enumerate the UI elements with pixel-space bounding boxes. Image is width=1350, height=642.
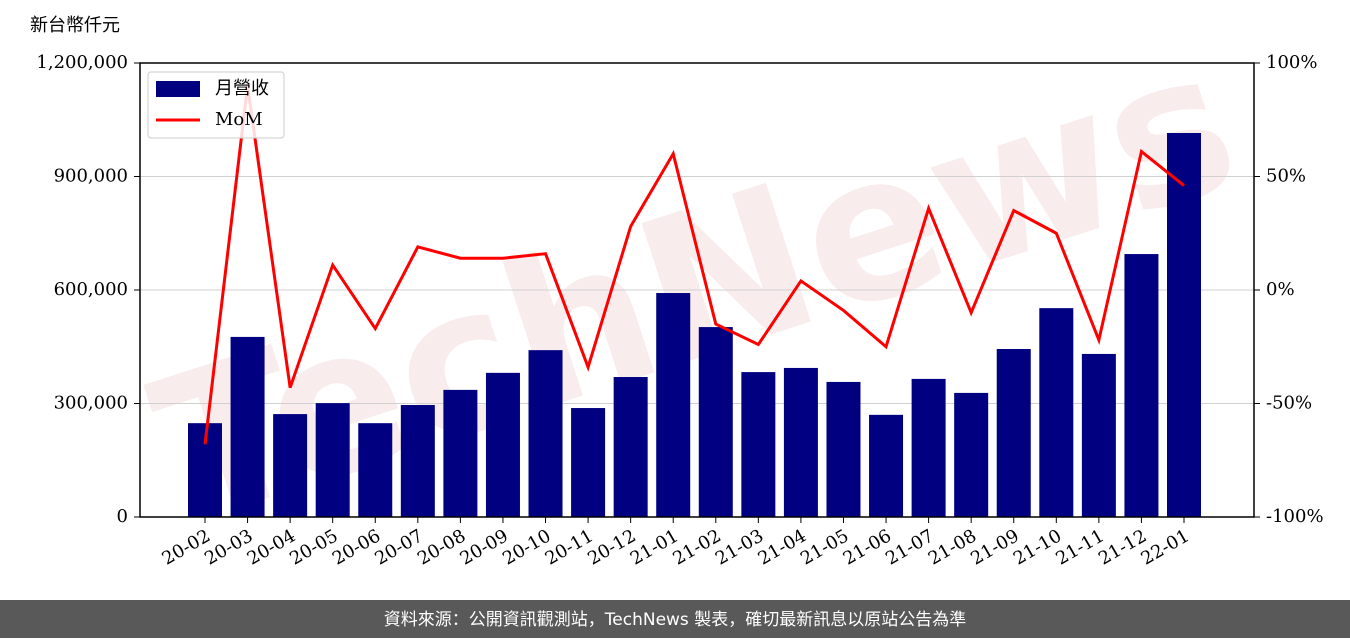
x-tick-label: 20-11 bbox=[542, 525, 597, 569]
bar bbox=[996, 349, 1031, 517]
x-tick-label: 21-09 bbox=[967, 525, 1022, 569]
bar bbox=[656, 293, 691, 517]
x-tick-label: 21-07 bbox=[882, 525, 937, 569]
y2-tick-label: 50% bbox=[1266, 166, 1306, 187]
bar bbox=[826, 381, 861, 517]
bar bbox=[783, 367, 818, 517]
legend-swatch bbox=[156, 81, 200, 97]
x-tick-label: 21-03 bbox=[712, 525, 767, 569]
x-tick-label: 21-10 bbox=[1010, 525, 1065, 569]
x-tick-label: 20-06 bbox=[329, 525, 384, 569]
bar bbox=[358, 423, 393, 517]
bar bbox=[443, 389, 478, 517]
bar bbox=[1039, 308, 1074, 517]
footer: 資料來源：公開資訊觀測站，TechNews 製表，確切最新訊息以原站公告為準 bbox=[384, 610, 966, 630]
bar bbox=[869, 414, 904, 517]
bar bbox=[613, 377, 648, 517]
x-tick-label: 21-12 bbox=[1095, 525, 1150, 569]
y2-tick-label: 0% bbox=[1266, 279, 1295, 300]
x-tick-label: 21-08 bbox=[925, 525, 980, 569]
x-tick-label: 21-01 bbox=[627, 525, 682, 569]
bar bbox=[273, 414, 308, 517]
x-tick-label: 20-10 bbox=[499, 525, 554, 569]
bar bbox=[230, 336, 265, 517]
x-tick-label: 20-08 bbox=[414, 525, 469, 569]
y2-tick-label: -50% bbox=[1266, 393, 1312, 414]
x-tick-label: 22-01 bbox=[1138, 525, 1193, 569]
legend-label: MoM bbox=[215, 109, 263, 130]
x-tick-label: 21-05 bbox=[797, 525, 852, 569]
y-tick-label: 300,000 bbox=[54, 393, 128, 414]
footer-bar bbox=[0, 600, 1350, 638]
x-tick-label: 20-12 bbox=[584, 525, 639, 569]
bar bbox=[911, 378, 946, 517]
x-tick-label: 21-04 bbox=[754, 525, 809, 569]
x-tick-label: 20-07 bbox=[371, 525, 426, 569]
bar bbox=[315, 403, 350, 517]
x-tick-label: 21-02 bbox=[669, 525, 724, 569]
y-tick-label: 900,000 bbox=[54, 166, 128, 187]
bar bbox=[954, 392, 989, 517]
x-tick-label: 20-09 bbox=[457, 525, 512, 569]
bar bbox=[485, 372, 520, 517]
bar bbox=[1081, 353, 1116, 517]
bar bbox=[741, 372, 776, 517]
bar bbox=[400, 405, 435, 517]
bar bbox=[1167, 132, 1201, 517]
bar bbox=[528, 350, 563, 517]
y2-tick-label: 100% bbox=[1266, 52, 1317, 73]
y-tick-label: 600,000 bbox=[54, 279, 128, 300]
y-tick-label: 0 bbox=[117, 506, 128, 527]
bar bbox=[571, 408, 606, 517]
x-tick-label: 21-11 bbox=[1052, 525, 1107, 569]
y2-tick-label: -100% bbox=[1266, 506, 1324, 527]
y-tick-label: 1,200,000 bbox=[36, 52, 128, 73]
legend-label: 月營收 bbox=[215, 78, 269, 99]
line bbox=[203, 85, 1185, 445]
bar bbox=[698, 327, 733, 517]
bar bbox=[1124, 254, 1159, 517]
plot-frame bbox=[139, 62, 1255, 518]
y-axis-label: 新台幣仟元 bbox=[30, 15, 120, 36]
x-tick-label: 21-06 bbox=[840, 525, 895, 569]
